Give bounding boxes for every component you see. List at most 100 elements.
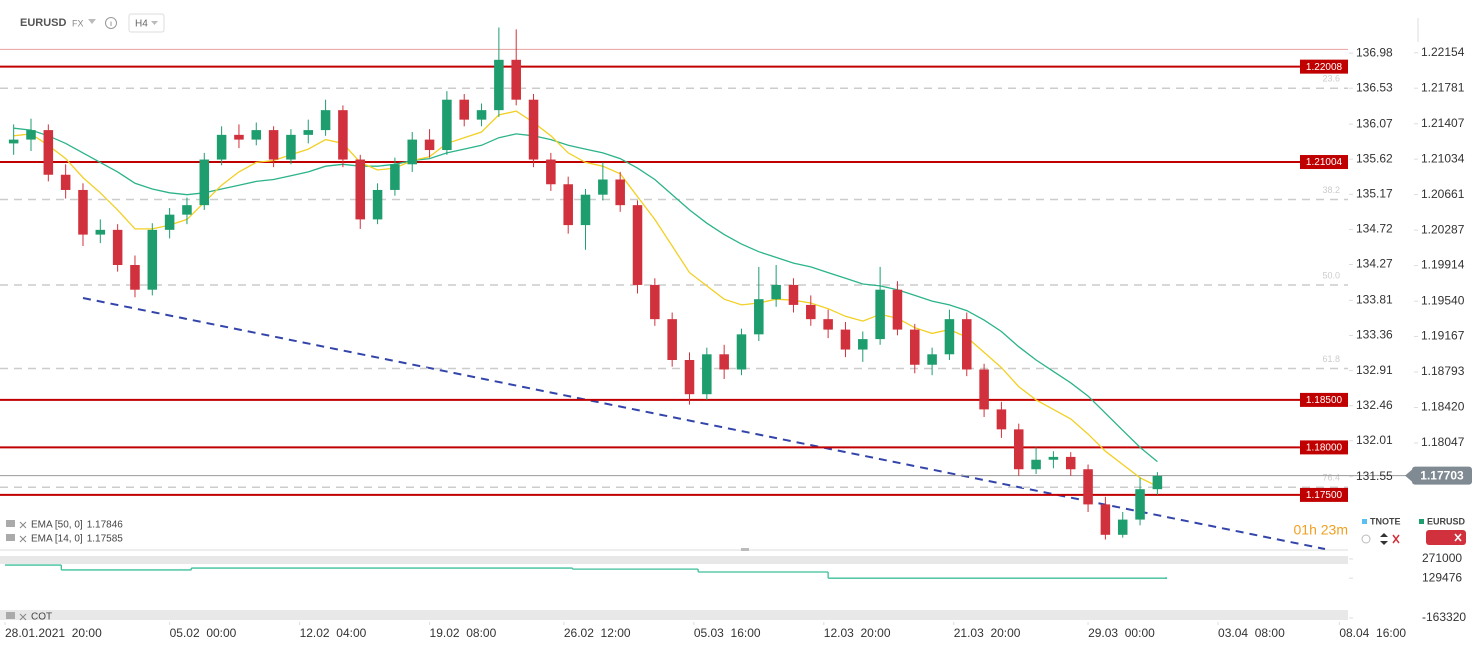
candle-body [43,130,54,175]
candle-body [736,334,747,370]
x-tick-label: 08.04 16:00 [1339,626,1406,640]
candle-body [199,159,210,206]
cot-tick-label: 271000 [1422,551,1462,565]
remove-icon [1454,533,1462,542]
y2-tick-label: 131.55 [1356,469,1393,483]
candle-body [927,354,937,365]
candle-body [494,59,504,111]
legend-x [19,535,27,543]
y-tick-label: 1.19540 [1421,293,1465,307]
candle-body [979,369,989,410]
candle-body [858,339,868,350]
candle-body [390,164,400,190]
level-badge [1300,487,1348,502]
candle-body [511,59,521,100]
candle-body [8,139,19,144]
legend-icons [6,520,1466,619]
candle-body [303,130,314,135]
legend-icon[interactable] [6,534,15,541]
candle-body [1135,489,1145,520]
remove-badge[interactable] [1426,530,1466,545]
cot-band [0,610,1348,620]
symbol[interactable]: EURUSD [20,17,67,29]
countdown: 01h 23m [1294,522,1348,538]
level-badge [1300,59,1348,74]
y2-tick-label: 133.81 [1356,293,1393,307]
candle-body [788,284,799,305]
legend-value: 1.17846 [87,520,124,531]
candle-body [546,159,556,185]
candle-body [355,159,366,220]
x-tick-label: 05.03 16:00 [694,626,761,640]
candle-body [251,130,262,140]
legend-icon[interactable] [6,520,15,527]
y2-tick-label: 135.62 [1356,151,1393,165]
candle-body [1065,456,1076,470]
candle-body [1117,519,1128,535]
y-tick-label: 1.19167 [1421,329,1465,343]
candle-body [234,134,244,140]
y2-tick-label: 136.53 [1356,80,1393,94]
y2-tick-label: 132.91 [1356,363,1393,377]
y2-tick-label: 136.98 [1356,45,1393,59]
candle-body [910,329,920,365]
candle-body [286,134,296,160]
timeframe-box[interactable] [128,13,165,33]
legend-x [19,521,27,529]
y-tick-label: 1.19914 [1421,258,1465,272]
x-tick-label: 05.02 00:00 [170,626,237,640]
dropdown-arrow[interactable] [88,19,96,24]
cot-band [0,556,1348,564]
y-tick-label: 1.21034 [1421,151,1465,165]
eye-icon[interactable] [1361,534,1371,544]
y2-tick-label: 135.17 [1356,186,1393,200]
y-tick-label: 1.21407 [1421,116,1465,130]
level-label: 1.18000 [1306,443,1343,454]
candle-body [650,284,660,320]
candle-body [806,304,816,320]
fib-label: 61.8 [1322,354,1340,364]
info-icon[interactable] [105,17,117,29]
trend-line [82,297,1326,550]
candle-body [1031,459,1041,470]
candle-body [78,189,88,235]
candle-body [632,205,643,285]
y-tick-label: 1.20661 [1421,187,1465,201]
candle-body [1100,504,1111,535]
y-tick-label: 1.22154 [1421,45,1465,59]
candle-body [95,229,106,235]
candle-body [771,284,781,300]
candle-body [147,229,158,290]
candle-body [1048,456,1059,460]
candle-body [182,205,192,215]
close-icon[interactable] [1392,534,1400,544]
y-tick-label: 1.18420 [1421,400,1465,414]
x-tick-label: 28.01.2021 20:00 [5,626,102,640]
candle-body [424,139,435,151]
y2-tick-label: 133.36 [1356,328,1393,342]
candle-body [1013,429,1024,470]
sort-icon[interactable] [1380,533,1388,545]
fib-label: 76.4 [1322,473,1340,483]
timeframe: H4 [135,19,148,30]
level-label: 1.18500 [1306,395,1343,406]
x-tick-label: 21.03 20:00 [954,626,1021,640]
y-tick-label: 1.18047 [1421,435,1465,449]
fib-label: 38.2 [1322,185,1340,195]
instrument-swatch [1362,519,1367,524]
y2-tick-label: 136.07 [1356,116,1393,130]
x-tick-label: 29.03 00:00 [1088,626,1155,640]
legend-icon[interactable] [6,612,15,619]
candle-body [60,174,71,190]
level-badge [1300,440,1348,455]
candle-body [563,184,573,226]
instrument-name: TNOTE [1370,516,1401,526]
resize-handle[interactable] [741,548,749,551]
candle-body [684,360,695,395]
cot-name: COT [31,612,52,623]
y2-tick-label: 134.27 [1356,257,1393,271]
candle-body [944,319,955,355]
candle-body [961,319,972,370]
legend-x [19,613,27,621]
last-price-badge [1412,466,1472,485]
